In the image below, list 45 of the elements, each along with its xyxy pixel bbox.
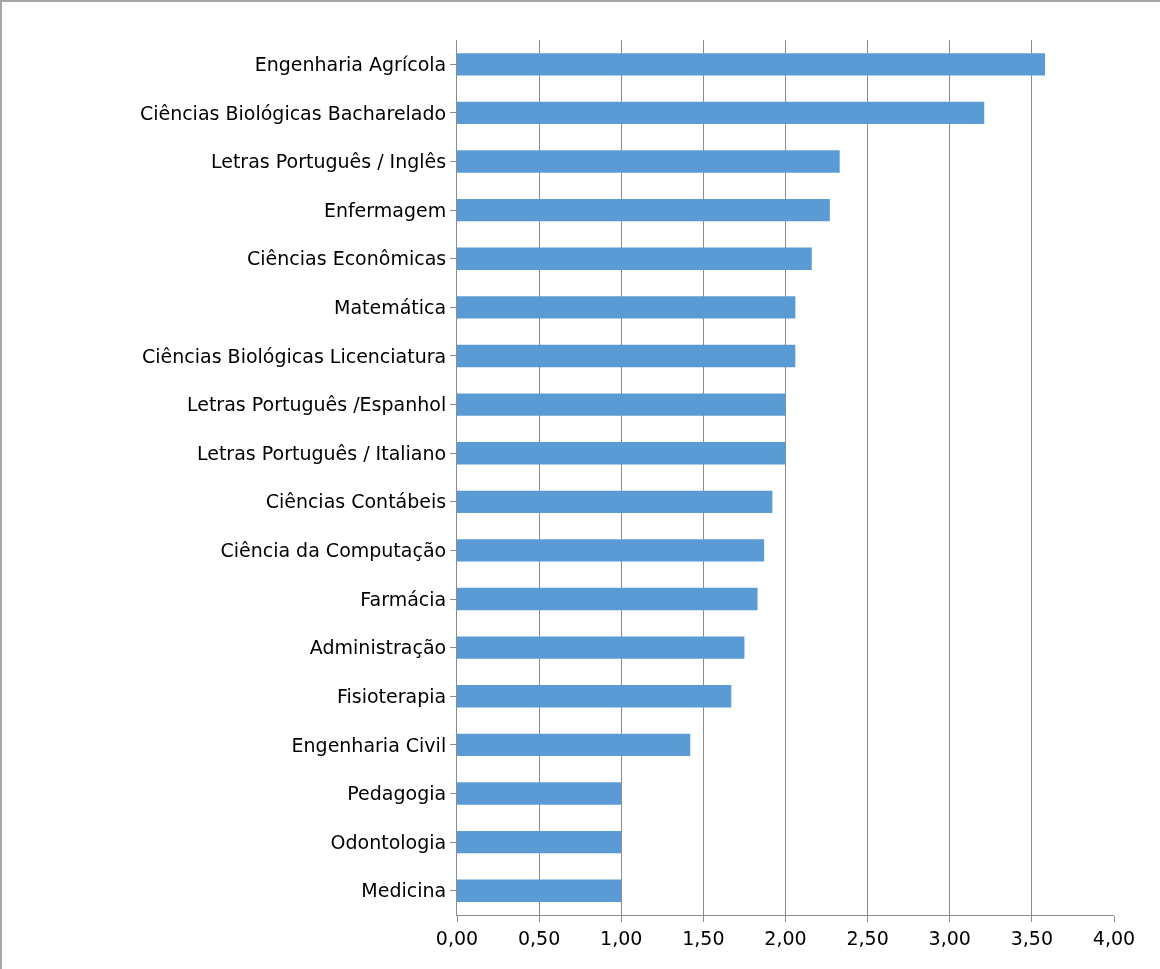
bar: [457, 101, 985, 125]
y-tick-label: Matemática: [334, 296, 447, 319]
bar: [457, 442, 786, 465]
bar: [457, 733, 691, 757]
y-tick-label: Fisioterapia: [336, 684, 447, 707]
bar: [457, 685, 732, 708]
bar: [457, 782, 622, 805]
bar: [457, 587, 758, 611]
x-tick-label: 4,00: [1092, 926, 1136, 949]
bar: [457, 198, 830, 222]
y-tick-label: Ciências Biológicas Licenciatura: [142, 344, 447, 367]
y-tick-label: Ciências Econômicas: [247, 247, 447, 270]
y-tick-label: Pedagogia: [347, 782, 447, 805]
x-tick-label: 3,00: [928, 926, 971, 949]
y-tick-label: Engenharia Agrícola: [254, 52, 447, 75]
bar: [457, 53, 1046, 76]
y-tick-label: Letras Português / Inglês: [210, 150, 447, 173]
bar: [457, 636, 745, 659]
y-tick-label: Farmácia: [360, 587, 447, 610]
bar: [457, 296, 796, 319]
x-tick-label: 3,50: [1010, 926, 1054, 949]
y-tick-label: Odontologia: [330, 830, 447, 853]
y-tick-label: Letras Português /Espanhol: [186, 393, 447, 416]
y-tick-label: Ciências Contábeis: [265, 490, 447, 513]
bar: [457, 490, 773, 513]
x-tick-label: 1,50: [682, 926, 725, 949]
bar: [457, 247, 812, 270]
y-tick-label: Medicina: [361, 879, 447, 902]
y-tick-label: Administração: [309, 636, 447, 659]
y-tick-label: Ciência da Computação: [220, 539, 447, 562]
bar: [457, 879, 622, 902]
y-tick-label: Letras Português / Italiano: [196, 441, 447, 464]
bar: [457, 344, 796, 368]
x-tick-label: 2,00: [764, 926, 807, 949]
y-tick-label: Enfermagem: [323, 198, 447, 221]
bar: [457, 539, 765, 562]
x-tick-label: 2,50: [846, 926, 889, 949]
bar: [457, 150, 840, 173]
x-tick-label: 1,00: [600, 926, 643, 949]
y-tick-label: Ciências Biológicas Bacharelado: [139, 101, 447, 124]
bar: [457, 830, 622, 854]
y-tick-label: Engenharia Civil: [291, 733, 447, 756]
x-tick-label: 0,50: [517, 926, 561, 949]
x-tick-label: 0,00: [435, 926, 479, 949]
bar: [457, 393, 786, 416]
